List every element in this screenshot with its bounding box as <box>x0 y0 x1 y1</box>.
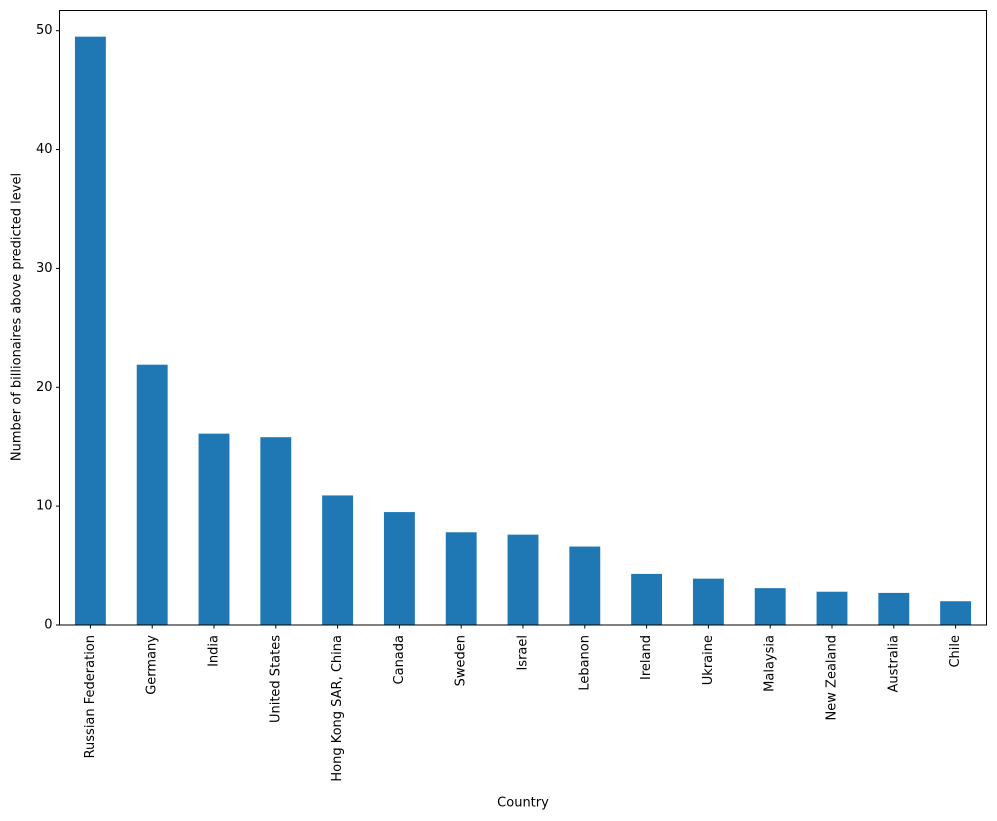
x-tick-label-lebanon: Lebanon <box>577 635 592 691</box>
x-tick-label-canada: Canada <box>392 635 407 684</box>
bar-india <box>198 433 230 625</box>
x-tick-label-ukraine: Ukraine <box>701 635 716 685</box>
bar-chile <box>940 601 972 625</box>
y-tick-label-20: 20 <box>36 380 53 395</box>
x-tick-label-australia: Australia <box>886 635 901 693</box>
x-tick-label-united-states: United States <box>268 635 283 723</box>
x-tick-label-new-zealand: New Zealand <box>825 635 840 720</box>
x-tick-label-russian-federation: Russian Federation <box>83 635 98 758</box>
y-axis-title: Number of billionaires above predicted l… <box>9 172 25 462</box>
plot-border <box>59 10 987 626</box>
y-tick-label-40: 40 <box>36 142 53 157</box>
x-tick-label-ireland: Ireland <box>639 635 654 680</box>
x-axis-title: Country <box>497 795 549 811</box>
bar-new-zealand <box>816 591 848 625</box>
x-tick-label-sweden: Sweden <box>454 635 469 686</box>
bar-russian-federation <box>74 36 106 625</box>
bar-australia <box>878 592 910 625</box>
y-tick-label-10: 10 <box>36 499 53 514</box>
y-tick-label-30: 30 <box>36 261 53 276</box>
y-tick-label-0: 0 <box>44 618 52 633</box>
bar-canada <box>383 512 415 625</box>
bar-ukraine <box>692 578 724 625</box>
x-tick-label-israel: Israel <box>516 635 531 671</box>
x-tick-label-malaysia: Malaysia <box>763 635 778 692</box>
bar-united-states <box>260 437 292 625</box>
bar-hong-kong-sar-china <box>322 495 354 625</box>
bar-malaysia <box>754 588 786 625</box>
bar-sweden <box>445 532 477 625</box>
x-tick-label-hong-kong-sar-china: Hong Kong SAR, China <box>330 635 345 782</box>
bar-ireland <box>631 573 663 625</box>
y-tick-label-50: 50 <box>36 23 53 38</box>
bar-germany <box>136 364 168 625</box>
x-tick-label-germany: Germany <box>145 635 160 695</box>
bar-lebanon <box>569 546 601 625</box>
x-tick-label-chile: Chile <box>948 635 963 668</box>
bar-israel <box>507 534 539 625</box>
x-tick-label-india: India <box>207 635 222 667</box>
